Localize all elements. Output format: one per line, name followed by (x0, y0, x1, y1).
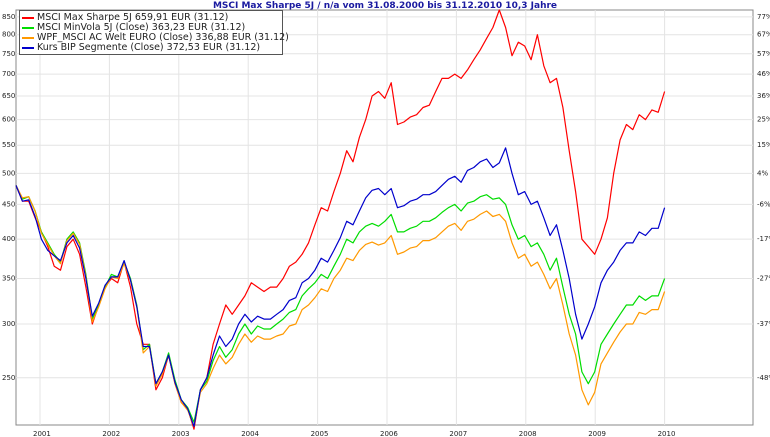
plot-area (15, 9, 754, 426)
x-tick-label: 2010 (658, 430, 676, 437)
y-tick-label: 650 (2, 92, 15, 100)
x-tick-label: 2008 (519, 430, 537, 437)
y-tick-label: 700 (2, 70, 15, 78)
x-tick-label: 2007 (449, 430, 467, 437)
y2-tick-label: 57% (757, 50, 770, 58)
legend-label: MSCI MinVola 5J (Close) 363,23 EUR (31.1… (37, 22, 246, 33)
series-line-3 (15, 147, 666, 427)
legend-swatch (22, 16, 34, 19)
legend-item: MSCI MinVola 5J (Close) 363,23 EUR (31.1… (22, 23, 245, 33)
y-tick-label: 250 (2, 374, 15, 382)
y2-tick-label: 4% (757, 169, 768, 177)
y-tick-label: 550 (2, 141, 15, 149)
grid (16, 10, 753, 425)
x-tick-label: 2002 (102, 430, 120, 437)
legend-label: WPF_MSCI AC Welt EURO (Close) 336,88 EUR… (37, 32, 289, 43)
x-tick-label: 2006 (380, 430, 398, 437)
legend-item: MSCI Max Sharpe 5J 659,91 EUR (31.12) (22, 13, 228, 23)
series-lines (15, 9, 666, 430)
y-tick-label: 400 (2, 235, 15, 243)
y-tick-label: 450 (2, 200, 15, 208)
legend-item: Kurs BIP Segmente (Close) 372,53 EUR (31… (22, 43, 260, 53)
chart-title: MSCI Max Sharpe 5J / n/a vom 31.08.2000 … (212, 1, 558, 11)
y2-tick-label: -6% (757, 200, 770, 208)
y2-tick-label: 67% (757, 31, 770, 39)
y-tick-label: 600 (2, 116, 15, 124)
y2-tick-label: -48% (757, 374, 770, 382)
axis-ticks: 850 77% 800 67% 750 57% 700 46% 650 36% 600 25% 550 1… (2, 13, 770, 437)
y-tick-label: 300 (2, 320, 15, 328)
y2-tick-label: 15% (757, 141, 770, 149)
y2-tick-label: -17% (757, 235, 770, 243)
x-tick-label: 2009 (588, 430, 606, 437)
y2-tick-label: 25% (757, 116, 770, 124)
x-tick-label: 2003 (172, 430, 190, 437)
y-tick-label: 800 (2, 31, 15, 39)
legend-swatch (22, 26, 34, 29)
legend: MSCI Max Sharpe 5J 659,91 EUR (31.12) MS… (19, 10, 289, 55)
legend-label: Kurs BIP Segmente (Close) 372,53 EUR (31… (37, 42, 261, 53)
legend-item: WPF_MSCI AC Welt EURO (Close) 336,88 EUR… (22, 33, 289, 43)
x-tick-label: 2005 (311, 430, 329, 437)
legend-swatch (22, 46, 34, 49)
y2-tick-label: 77% (757, 13, 770, 21)
x-tick-label: 2004 (241, 430, 259, 437)
y2-tick-label: 36% (757, 92, 770, 100)
y2-tick-label: -37% (757, 320, 770, 328)
series-line-2 (15, 185, 666, 427)
y2-tick-label: -27% (757, 275, 770, 283)
y-tick-label: 850 (2, 13, 15, 21)
x-tick-label: 2001 (33, 430, 51, 437)
y2-tick-label: 46% (757, 70, 770, 78)
y-tick-label: 350 (2, 275, 15, 283)
legend-swatch (22, 36, 34, 39)
y-tick-label: 750 (2, 50, 15, 58)
legend-label: MSCI Max Sharpe 5J 659,91 EUR (31.12) (37, 12, 229, 23)
y-tick-label: 500 (2, 169, 15, 177)
